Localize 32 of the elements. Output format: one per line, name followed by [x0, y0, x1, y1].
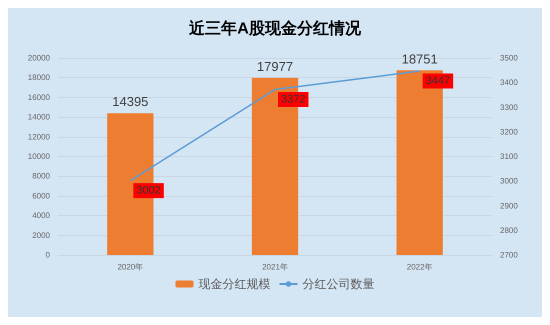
- data-label: 18751: [402, 51, 438, 66]
- y-tick-label: 12000: [28, 132, 51, 142]
- data-label: 3447: [426, 75, 450, 88]
- x-tick-label: 2020年: [117, 262, 144, 272]
- data-label: 3002: [136, 184, 161, 197]
- y-tick-label: 14000: [28, 112, 51, 122]
- legend-label: 分红公司数量: [302, 277, 374, 291]
- y-tick-label: 16000: [28, 92, 51, 102]
- y-tick-label: 2000: [32, 230, 51, 240]
- chart-title: 近三年A股现金分红情况: [188, 20, 362, 38]
- x-tick-label: 2022年: [406, 262, 433, 272]
- y2-tick-label: 3200: [500, 127, 518, 136]
- y-tick-label: 18000: [28, 73, 51, 82]
- y2-tick-label: 2900: [500, 201, 518, 210]
- y2-tick-label: 3400: [500, 78, 518, 88]
- data-label: 17977: [256, 58, 294, 74]
- y-tick-label: 0: [46, 250, 51, 260]
- y-tick-label: 4000: [32, 211, 51, 220]
- y2-tick-label: 3000: [500, 176, 518, 186]
- y-tick-label: 8000: [32, 172, 51, 181]
- legend-label: 现金分红规模: [198, 277, 270, 291]
- y-tick-label: 10000: [28, 152, 51, 161]
- y2-tick-label: 3100: [500, 152, 518, 161]
- y2-tick-label: 2700: [500, 250, 518, 260]
- x-tick-label: 2021年: [262, 262, 288, 272]
- y2-tick-label: 3500: [500, 54, 518, 62]
- data-label: 3372: [281, 94, 306, 106]
- y2-tick-label: 2800: [500, 226, 518, 235]
- y2-tick-label: 3300: [500, 102, 518, 112]
- y-tick-label: 6000: [32, 191, 51, 200]
- data-label: 14395: [112, 94, 148, 110]
- y-tick-label: 20000: [28, 54, 51, 62]
